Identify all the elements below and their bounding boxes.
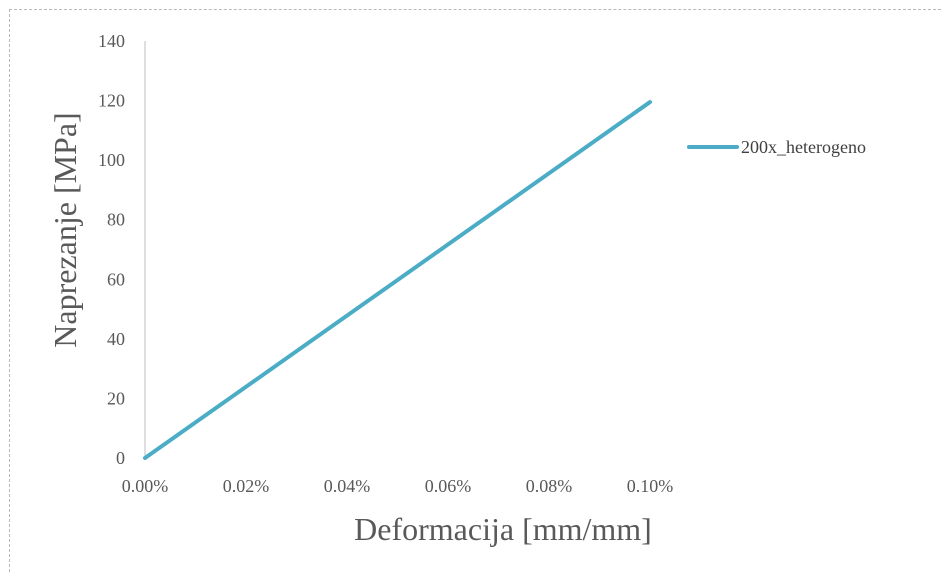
- series-layer: [143, 100, 652, 460]
- y-tick-label: 140: [98, 31, 125, 51]
- legend-label: 200x_heterogeno: [741, 137, 866, 157]
- x-tick-label: 0.06%: [425, 476, 472, 496]
- legend: 200x_heterogeno: [687, 137, 866, 157]
- y-axis-title: Naprezanje [MPa]: [47, 112, 83, 347]
- y-tick-label: 100: [98, 150, 125, 170]
- x-tick-label: 0.08%: [526, 476, 573, 496]
- chart-frame: [9, 9, 941, 572]
- x-tick-label: 0.00%: [122, 476, 169, 496]
- y-tick-label: 60: [107, 269, 125, 289]
- y-tick-label: 20: [107, 388, 125, 408]
- x-tick-label: 0.04%: [324, 476, 371, 496]
- x-axis-title: Deformacija [mm/mm]: [354, 511, 652, 547]
- y-tick-label: 120: [98, 91, 125, 111]
- y-tick-label: 40: [107, 329, 125, 349]
- x-tick-label: 0.02%: [223, 476, 270, 496]
- series-line-0: [143, 100, 652, 460]
- y-tick-label: 0: [116, 448, 125, 468]
- y-tick-label: 80: [107, 210, 125, 230]
- x-tick-label: 0.10%: [627, 476, 674, 496]
- y-tick-labels: 0 20 40 60 80 100 120 140: [98, 31, 125, 468]
- x-tick-labels: 0.00% 0.02% 0.04% 0.06% 0.08% 0.10%: [122, 476, 674, 496]
